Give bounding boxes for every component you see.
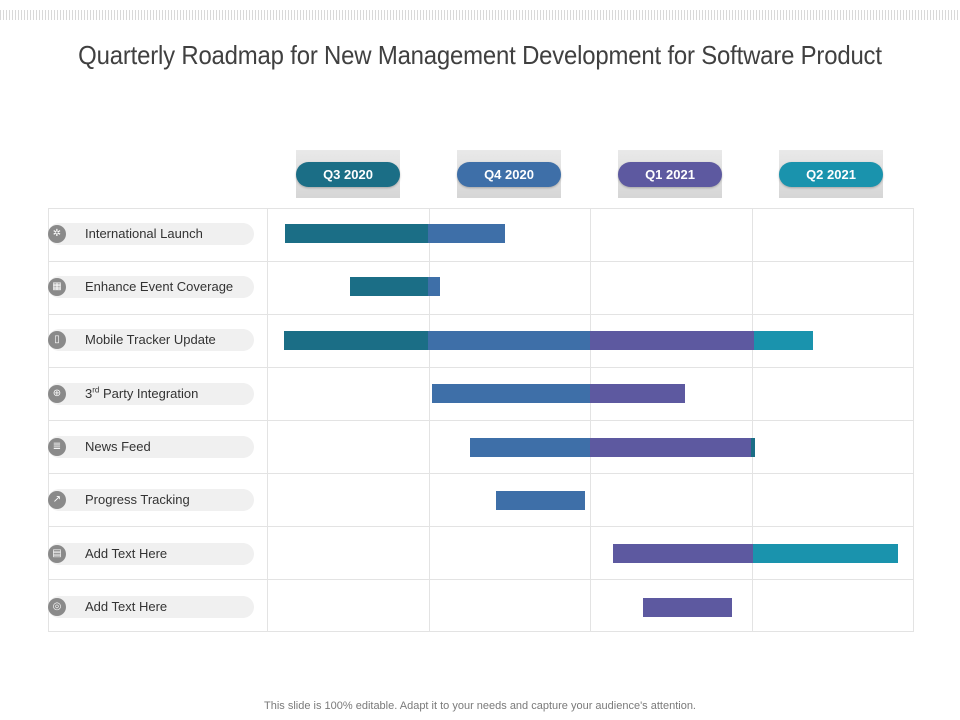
task-row-3rd-party-integration: ⊕ 3rd Party Integration bbox=[48, 383, 254, 405]
grid-column-divider bbox=[913, 209, 914, 632]
task-row-news-feed: ≣ News Feed bbox=[48, 436, 254, 458]
task-label: International Launch bbox=[85, 226, 203, 241]
task-label-prefix: 3 bbox=[85, 386, 93, 401]
gantt-bar-segment bbox=[428, 331, 590, 350]
grid-column-divider bbox=[267, 209, 268, 632]
task-row-progress-tracking: ↗ Progress Tracking bbox=[48, 489, 254, 511]
quarter-header-q4-2020: Q4 2020 bbox=[457, 150, 561, 198]
task-row-add-text-2: ◎ Add Text Here bbox=[48, 596, 254, 618]
gantt-bar-segment bbox=[350, 277, 428, 296]
task-row-international-launch: ✲ International Launch bbox=[48, 223, 254, 245]
task-row-enhance-event-coverage: ▦ Enhance Event Coverage bbox=[48, 276, 254, 298]
grid-row-divider bbox=[48, 367, 914, 368]
grid-column-divider bbox=[429, 209, 430, 632]
task-label-superscript: rd bbox=[92, 385, 100, 395]
calendar-icon: ▦ bbox=[48, 278, 66, 296]
task-label: News Feed bbox=[85, 439, 151, 454]
quarter-header-q1-2021: Q1 2021 bbox=[618, 150, 722, 198]
top-decorative-stripe bbox=[0, 10, 960, 20]
target-icon: ◎ bbox=[48, 598, 66, 616]
footer-note: This slide is 100% editable. Adapt it to… bbox=[264, 700, 696, 712]
grid-row-divider bbox=[48, 579, 914, 580]
grid-column-divider bbox=[590, 209, 591, 632]
gantt-bar-segment bbox=[285, 224, 428, 243]
task-row-add-text-1: ▤ Add Text Here bbox=[48, 543, 254, 565]
gantt-bar-segment bbox=[470, 438, 590, 457]
grid-row-divider bbox=[48, 261, 914, 262]
task-row-mobile-tracker-update: ▯ Mobile Tracker Update bbox=[48, 329, 254, 351]
quarter-pill: Q3 2020 bbox=[296, 162, 400, 187]
gantt-bar-segment bbox=[753, 544, 898, 563]
grid-column-divider bbox=[752, 209, 753, 632]
task-label: Add Text Here bbox=[85, 599, 168, 614]
gantt-bar-segment bbox=[613, 544, 753, 563]
gantt-bar-segment bbox=[428, 277, 440, 296]
task-label: 3rd Party Integration bbox=[85, 383, 198, 405]
gantt-bar-segment bbox=[754, 331, 813, 350]
task-label: Enhance Event Coverage bbox=[85, 279, 234, 294]
quarter-pill: Q2 2021 bbox=[779, 162, 883, 187]
chart-icon: ↗ bbox=[48, 491, 66, 509]
grid-row-divider bbox=[48, 420, 914, 421]
document-icon: ▤ bbox=[48, 545, 66, 563]
gantt-bar-segment bbox=[432, 384, 590, 403]
grid-row-divider bbox=[48, 631, 914, 632]
task-label: Mobile Tracker Update bbox=[85, 332, 216, 347]
gantt-bar-segment bbox=[496, 491, 585, 510]
mobile-icon: ▯ bbox=[48, 331, 66, 349]
quarter-header-q2-2021: Q2 2021 bbox=[779, 150, 883, 198]
quarter-pill: Q1 2021 bbox=[618, 162, 722, 187]
grid-row-divider bbox=[48, 526, 914, 527]
integration-icon: ⊕ bbox=[48, 385, 66, 403]
news-icon: ≣ bbox=[48, 438, 66, 456]
gantt-bar-segment bbox=[590, 331, 754, 350]
globe-icon: ✲ bbox=[48, 225, 66, 243]
task-label: Progress Tracking bbox=[85, 492, 190, 507]
grid-row-divider bbox=[48, 314, 914, 315]
gantt-bar-segment bbox=[428, 224, 505, 243]
task-label-rest: Party Integration bbox=[99, 386, 199, 401]
gantt-bar-segment bbox=[751, 438, 755, 457]
task-label: Add Text Here bbox=[85, 546, 168, 561]
roadmap-grid bbox=[48, 208, 914, 632]
grid-column-divider bbox=[48, 209, 49, 632]
quarter-header-q3-2020: Q3 2020 bbox=[296, 150, 400, 198]
gantt-bar-segment bbox=[643, 598, 732, 617]
page-title: Quarterly Roadmap for New Management Dev… bbox=[78, 40, 882, 70]
gantt-bar-segment bbox=[590, 438, 751, 457]
gantt-bar-segment bbox=[284, 331, 428, 350]
gantt-bar-segment bbox=[590, 384, 685, 403]
quarter-pill: Q4 2020 bbox=[457, 162, 561, 187]
grid-row-divider bbox=[48, 473, 914, 474]
